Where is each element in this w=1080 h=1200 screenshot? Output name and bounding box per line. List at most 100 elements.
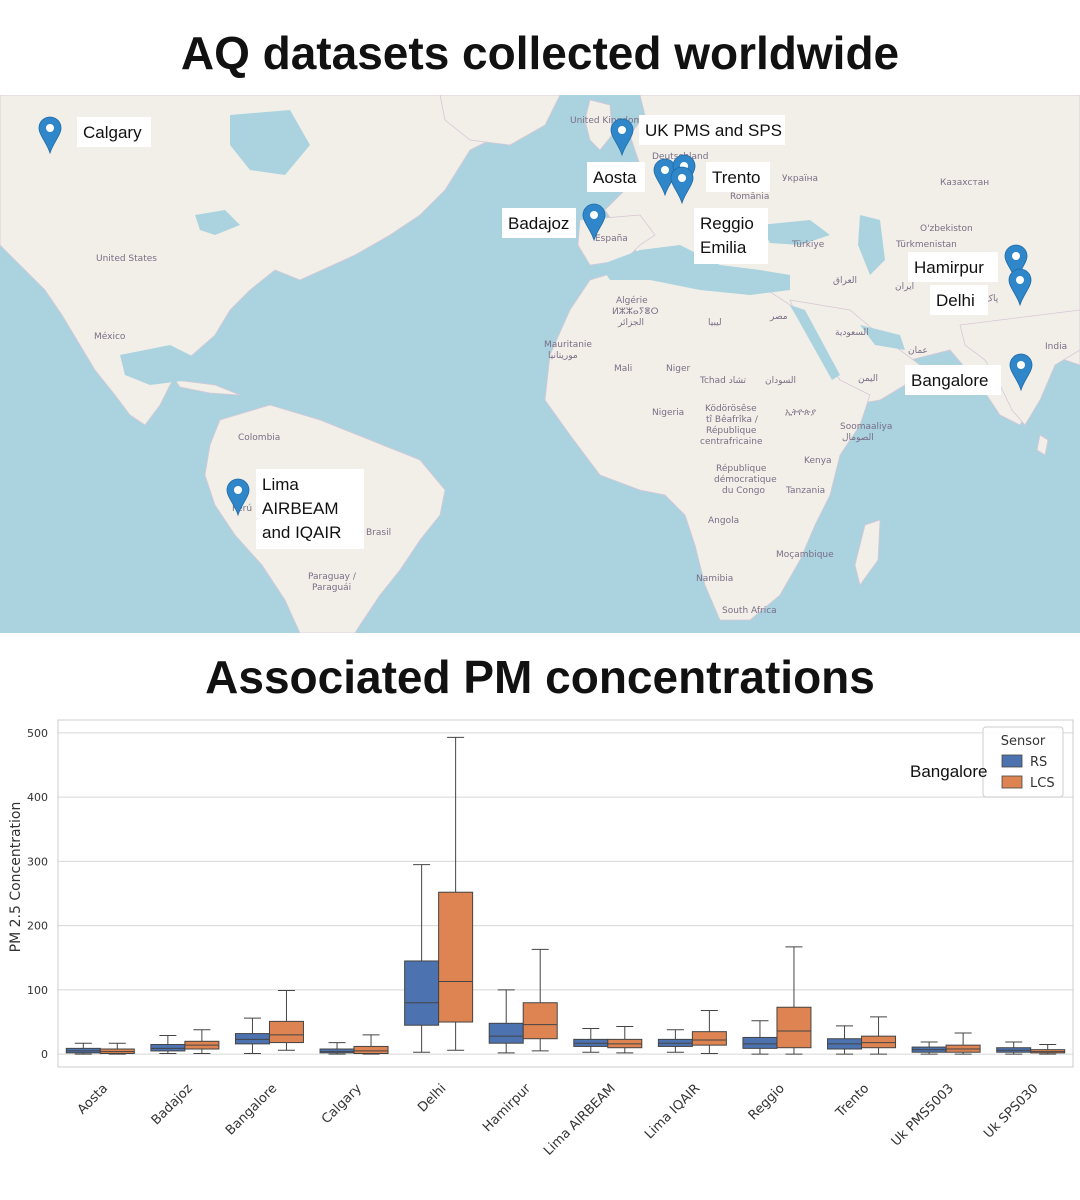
map-pin-icon[interactable] — [1008, 268, 1032, 307]
map-pin-icon[interactable] — [1009, 353, 1033, 392]
map-label-mauritania: Mauritanie — [544, 340, 592, 350]
world-map[interactable]: United KingdomDeutschlandУкраїнаRomâniaК… — [0, 95, 1080, 633]
map-pin-icon[interactable] — [226, 478, 250, 517]
map-label-paraguay-2: Paraguái — [312, 583, 351, 593]
map-label-ethiopia: ኢትዮጵያ — [785, 408, 817, 418]
box-body — [776, 1006, 812, 1049]
map-label-iraq: العراق — [833, 276, 857, 286]
marker-label-text: Badajoz — [508, 214, 569, 233]
marker-label-box — [77, 117, 151, 147]
bangalore-overlay-label: Bangalore — [910, 762, 988, 781]
marker-label-box — [706, 162, 770, 192]
map-gulf-of-mexico — [120, 345, 200, 385]
map-pin-dot — [234, 486, 242, 494]
map-label-turkmenistan: Türkmenistan — [895, 240, 957, 250]
box-body — [522, 1002, 558, 1040]
map-red-sea — [790, 305, 840, 380]
map-label-paraguay-1: Paraguay / — [308, 572, 357, 582]
map-label-algeria-tifinagh: ⵍⵣⵣⴰⵢⴻⵔ — [612, 307, 659, 317]
map-label-car-4: centrafricaine — [700, 437, 763, 447]
map-pin-icon[interactable] — [1004, 244, 1028, 283]
marker-label-box — [256, 469, 364, 549]
y-tick-label: 0 — [41, 1048, 48, 1061]
x-tick-label: Trento — [832, 1081, 872, 1121]
map-label-india: India — [1045, 342, 1067, 352]
box-body — [234, 1033, 270, 1045]
map-label-niger: Niger — [666, 364, 690, 374]
map-label-angola: Angola — [708, 516, 739, 526]
map-label-mozambique: Moçambique — [776, 550, 834, 560]
map-label-namibia: Namibia — [696, 574, 733, 584]
marker-label-box — [930, 285, 988, 315]
map-label-somalia-arabic: الصومال — [842, 433, 874, 443]
plot-frame — [57, 719, 1074, 1068]
box-rs-reggio — [742, 1020, 778, 1055]
y-tick-label: 200 — [27, 920, 48, 933]
map-pin-dot — [661, 166, 669, 174]
map-label-kazakhstan: Казахстан — [940, 178, 989, 188]
map-marker-calgary[interactable]: Calgary — [38, 116, 151, 155]
map-pin-dot — [46, 124, 54, 132]
map-marker-delhi[interactable]: Delhi — [930, 268, 1032, 315]
map-label-iran: ایران — [895, 282, 914, 292]
map-pin-icon[interactable] — [38, 116, 62, 155]
marker-label-text: and IQAIR — [262, 523, 341, 542]
box-lcs-delhi — [438, 736, 474, 1051]
x-tick-label: Badajoz — [149, 1081, 196, 1128]
map-pin-icon[interactable] — [670, 166, 694, 205]
box-rs-hamirpur — [488, 989, 524, 1054]
marker-label-text: UK PMS and SPS — [645, 121, 782, 140]
map-pin-dot — [590, 211, 598, 219]
map-label-brazil: Brasil — [366, 528, 391, 538]
marker-label-box — [587, 162, 645, 192]
map-pin-icon[interactable] — [582, 203, 606, 242]
box-rs-lima-iqair — [657, 1029, 693, 1053]
map-label-drc-1: République — [716, 463, 767, 474]
box-body — [404, 960, 440, 1026]
map-pin-icon[interactable] — [610, 118, 634, 157]
map-label-algeria-arabic: الجزائر — [617, 318, 644, 328]
marker-label-text: Trento — [712, 168, 761, 187]
legend-label-rs: RS — [1030, 755, 1047, 770]
map-great-lakes — [195, 210, 240, 235]
map-marker-bangalore[interactable]: Bangalore — [905, 353, 1033, 395]
x-tick-label: Reggio — [746, 1081, 788, 1123]
box-lcs-aosta — [99, 1042, 135, 1055]
map-land-uk — [584, 99, 613, 151]
box-rs-trento — [827, 1025, 863, 1055]
marker-label-text: Bangalore — [911, 371, 989, 390]
box-lcs-hamirpur — [522, 948, 558, 1052]
map-pin-dot — [1017, 361, 1025, 369]
marker-label-text: Hamirpur — [914, 258, 984, 277]
box-lcs-bangalore — [268, 990, 304, 1051]
map-marker-badajoz[interactable]: Badajoz — [502, 203, 606, 242]
marker-label-text: Delhi — [936, 291, 975, 310]
box-body — [691, 1031, 727, 1046]
y-tick-label: 500 — [27, 727, 48, 740]
map-label-mauritania-arabic: موريتانيا — [548, 351, 578, 361]
box-body — [319, 1048, 355, 1054]
chart-title: Associated PM concentrations — [205, 651, 875, 703]
map-mediterranean — [600, 245, 790, 295]
map-label-tanzania: Tanzania — [785, 486, 825, 496]
box-lcs-lima-airbeam — [607, 1026, 643, 1054]
map-marker-uk-pms-sps[interactable]: UK PMS and SPS — [610, 115, 785, 157]
marker-label-text: Aosta — [593, 168, 637, 187]
map-marker-reggio-emilia[interactable]: Reggio Emilia — [670, 166, 768, 264]
x-tick-label: Bangalore — [223, 1081, 280, 1138]
map-label-peru: Perú — [232, 504, 252, 514]
boxplot-chart: 0 100 200 300 400 500 Aosta Badajoz Bangalore Ca… — [8, 719, 1074, 1159]
x-tick-label: Delhi — [415, 1081, 449, 1115]
box-lcs-reggio — [776, 946, 812, 1055]
map-marker-aosta[interactable]: Aosta — [587, 158, 677, 197]
map-label-south-africa: South Africa — [722, 606, 777, 616]
map-marker-hamirpur[interactable]: Hamirpur — [908, 244, 1028, 283]
map-marker-lima[interactable]: Lima AIRBEAM and IQAIR — [226, 469, 364, 549]
marker-label-text: Lima — [262, 475, 299, 494]
box-rs-aosta — [65, 1042, 101, 1055]
box-body — [150, 1044, 186, 1052]
box-lcs-uk-sps030 — [1030, 1044, 1066, 1055]
map-label-algeria: Algérie — [616, 295, 648, 306]
map-label-ukraine: Україна — [782, 174, 818, 184]
map-persian-gulf — [860, 325, 905, 350]
